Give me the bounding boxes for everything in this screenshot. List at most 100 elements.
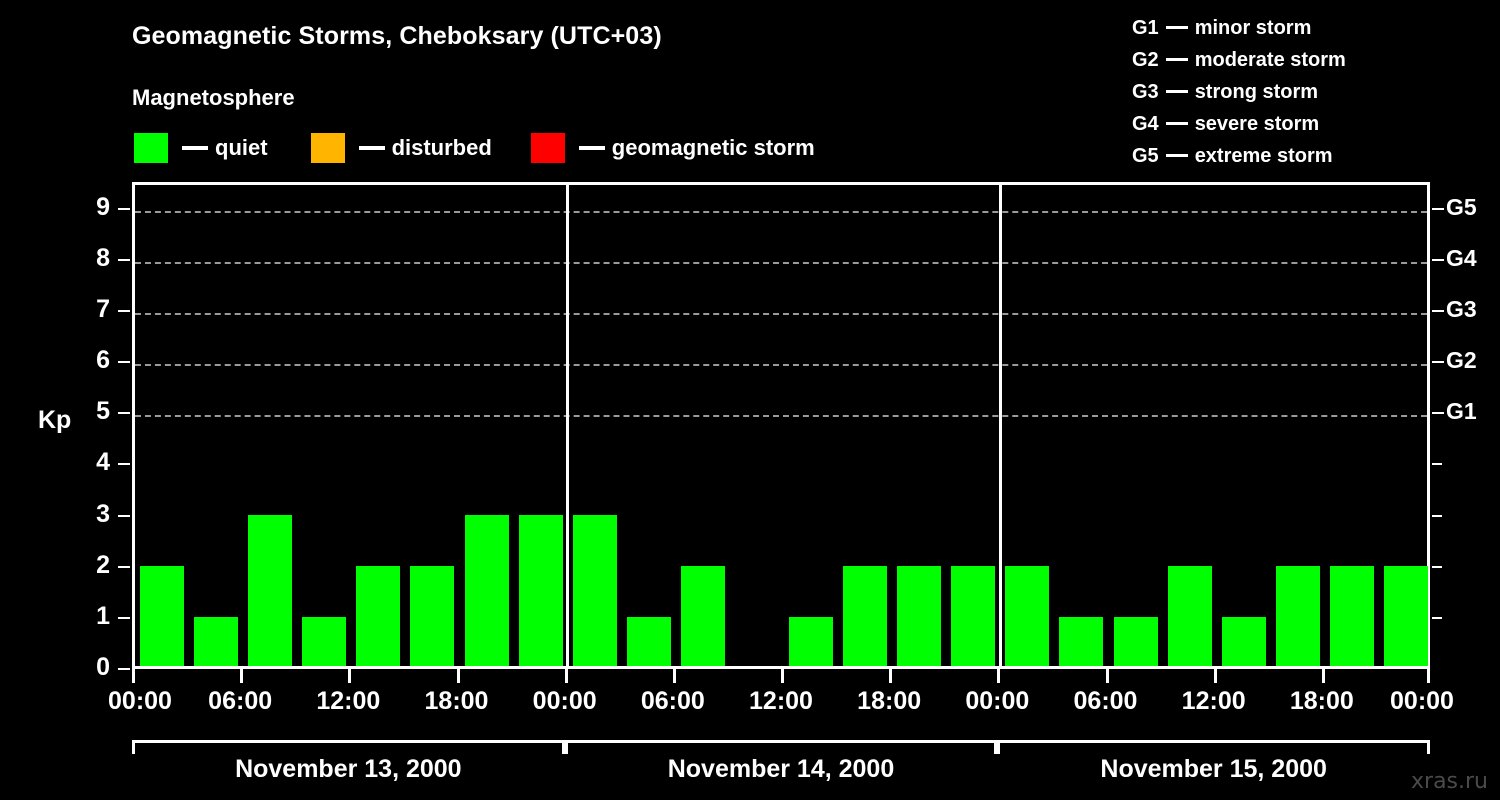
y-axis-labels: 0 1 2 3 4 5 6 7 8 9 <box>60 182 110 679</box>
g-axis-labels: G1 G2 G3 G4 G5 <box>1446 182 1500 668</box>
g-axis-label-g2: G2 <box>1446 347 1477 374</box>
g-axis-label-g3: G3 <box>1446 295 1477 322</box>
x-tick-label: 06:00 <box>208 687 273 715</box>
x-tick <box>672 669 676 683</box>
legend-dash-icon <box>182 146 208 150</box>
x-tick <box>240 669 244 683</box>
date-label: November 15, 2000 <box>1100 755 1327 783</box>
day-bracket <box>997 740 1430 754</box>
x-tick-label: 12:00 <box>316 687 381 715</box>
x-tick <box>1213 669 1217 683</box>
gscale-text: moderate storm <box>1194 49 1346 71</box>
bar <box>1059 616 1104 668</box>
legend-entry-disturbed: disturbed <box>310 133 492 163</box>
x-axis-ticks <box>132 669 1430 683</box>
bar <box>572 514 617 668</box>
g-axis-label-g1: G1 <box>1446 398 1477 425</box>
gridline-kp-7 <box>135 312 1427 315</box>
gridline-kp-8 <box>135 261 1427 264</box>
legend-entry-quiet: quiet <box>134 133 268 163</box>
gscale-text: extreme storm <box>1194 145 1333 167</box>
y-tick-8 <box>118 258 130 261</box>
gscale-text: minor storm <box>1194 17 1312 39</box>
gscale-dash-icon <box>1165 25 1188 29</box>
gridlines-layer <box>135 185 1427 668</box>
legend-label: disturbed <box>391 135 492 160</box>
bar <box>356 565 401 668</box>
g-tick-minor-kp-2 <box>1432 565 1442 568</box>
y-tick-4 <box>118 463 130 466</box>
bar <box>1005 565 1050 668</box>
legend-dash-icon <box>578 146 605 150</box>
gscale-code: G3 <box>1132 81 1159 103</box>
y-tick-2 <box>118 565 130 568</box>
g-tick-g4 <box>1432 258 1444 261</box>
date-label: November 14, 2000 <box>667 755 895 783</box>
legend-label: quiet <box>215 135 268 160</box>
bar <box>843 565 888 668</box>
y-tick-label-4: 4 <box>96 448 110 477</box>
g-tick-g5 <box>1432 207 1444 210</box>
bar <box>464 514 509 668</box>
x-tick-label: 06:00 <box>640 687 705 715</box>
bar <box>194 616 239 668</box>
y-tick-label-6: 6 <box>96 346 110 375</box>
y-tick-1 <box>118 616 130 619</box>
g-tick-g3 <box>1432 309 1444 312</box>
day-bracket <box>132 740 565 754</box>
gscale-dash-icon <box>1165 121 1188 125</box>
bar <box>1221 616 1266 668</box>
amber-square-icon <box>310 133 345 163</box>
g-tick-minor-kp-3 <box>1432 514 1442 517</box>
g-axis-label-g5: G5 <box>1446 193 1477 220</box>
chart-plot-area <box>132 182 1430 668</box>
g-tick-minor-kp-1 <box>1432 616 1442 619</box>
activity-legend: quiet disturbed geomagnetic storm <box>134 133 815 163</box>
x-tick <box>1427 669 1430 683</box>
y-tick-label-7: 7 <box>96 294 110 323</box>
x-tick-label: 18:00 <box>857 687 922 715</box>
day-bracket <box>564 740 998 754</box>
gscale-legend-row-g5: G5 extreme storm <box>1066 140 1486 172</box>
x-tick-label: 18:00 <box>424 687 489 715</box>
watermark: xras.ru <box>1411 769 1488 794</box>
green-square-icon <box>134 133 168 163</box>
gridline-kp-6 <box>135 364 1427 367</box>
bar <box>1113 616 1158 668</box>
x-tick-label: 00:00 <box>1390 687 1454 715</box>
gscale-dash-icon <box>1165 153 1188 157</box>
y-tick-9 <box>118 207 130 210</box>
bars-layer <box>135 185 1428 668</box>
g-tick-minor-kp-4 <box>1432 463 1442 466</box>
x-tick-label: 18:00 <box>1289 687 1354 715</box>
gscale-legend-row-g3: G3 strong storm <box>1066 76 1486 108</box>
y-tick-label-9: 9 <box>96 192 110 221</box>
x-tick <box>132 669 135 683</box>
x-tick <box>564 669 568 683</box>
x-tick-label: 00:00 <box>108 687 172 715</box>
bar <box>1383 565 1428 668</box>
y-tick-label-8: 8 <box>96 243 110 272</box>
gscale-dash-icon <box>1165 89 1188 93</box>
day-dividers-layer <box>135 185 1427 668</box>
x-tick-label: 00:00 <box>532 687 597 715</box>
bar <box>1329 565 1374 668</box>
x-tick <box>997 669 1001 683</box>
x-tick <box>456 669 460 683</box>
bar <box>897 565 942 668</box>
gscale-code: G1 <box>1132 17 1159 39</box>
gscale-code: G2 <box>1132 49 1159 71</box>
day-divider <box>566 185 570 668</box>
bar <box>518 514 563 668</box>
y-tick-label-2: 2 <box>96 550 110 579</box>
legend-dash-icon <box>358 146 385 150</box>
bar <box>789 616 834 668</box>
gscale-text: strong storm <box>1194 81 1319 103</box>
x-tick <box>781 669 784 683</box>
x-tick-label: 06:00 <box>1073 687 1138 715</box>
y-tick-label-3: 3 <box>96 499 110 528</box>
y-tick-6 <box>118 361 130 364</box>
bar <box>410 565 455 668</box>
gscale-legend-row-g4: G4 severe storm <box>1066 108 1486 140</box>
legend-entry-geomagnetic-storm: geomagnetic storm <box>530 133 815 163</box>
